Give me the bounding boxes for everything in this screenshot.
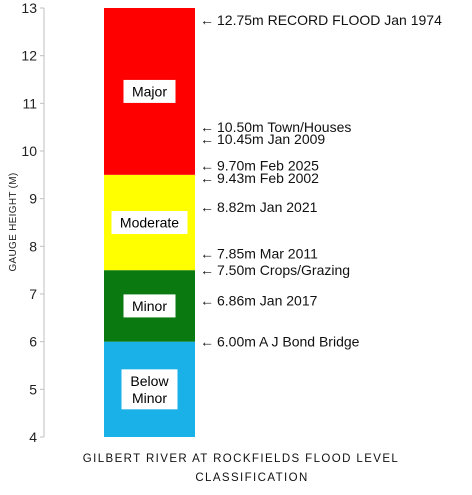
annotation: ← 7.85m Mar 2011 [200, 245, 318, 261]
annotation-label: 8.82m Jan 2021 [217, 199, 318, 215]
y-tick-label: 5 [29, 381, 37, 397]
annotation: ← 9.43m Feb 2002 [200, 170, 319, 186]
left-arrow-icon: ← [200, 170, 214, 186]
annotations: ← 12.75m RECORD FLOOD Jan 1974← 10.50m Tow… [200, 12, 442, 350]
annotation: ← 6.86m Jan 2017 [200, 293, 318, 309]
annotation-label: 6.86m Jan 2017 [217, 293, 318, 309]
annotation-label: 12.75m RECORD FLOOD Jan 1974 [217, 12, 442, 28]
x-axis-label-line-1: GILBERT RIVER AT ROCKFIELDS FLOOD LEVEL [83, 453, 399, 465]
y-axis-label: GAUGE HEIGHT (M) [8, 172, 19, 271]
left-arrow-icon: ← [200, 119, 214, 135]
annotation-label: 7.85m Mar 2011 [217, 245, 318, 261]
band-label-minor: Minor [132, 298, 167, 314]
annotation: ← 10.50m Town/Houses [200, 119, 351, 135]
annotation-label: 7.50m Crops/Grazing [217, 262, 350, 278]
y-tick-label: 9 [29, 191, 37, 207]
band-label-major: Major [132, 83, 167, 99]
y-tick-label: 6 [29, 334, 37, 350]
y-tick-label: 4 [29, 429, 37, 445]
left-arrow-icon: ← [200, 157, 214, 173]
annotation-label: 9.70m Feb 2025 [217, 157, 319, 173]
y-tick-label: 11 [22, 95, 37, 111]
band-label-below-minor: Below [130, 373, 169, 389]
x-axis-label-line-2: CLASSIFICATION [195, 472, 308, 484]
band-label-below-minor: Minor [132, 390, 167, 406]
y-axis: 4 5 6 7 8 9 10 11 12 13 [21, 0, 45, 445]
y-tick-label: 8 [29, 238, 37, 254]
annotation: ← 7.50m Crops/Grazing [200, 262, 350, 278]
annotation: ← 10.45m Jan 2009 [200, 131, 325, 147]
annotation: ← 6.00m A J Bond Bridge [200, 334, 360, 350]
band-label-moderate: Moderate [120, 215, 179, 231]
annotation-label: 6.00m A J Bond Bridge [217, 334, 360, 350]
left-arrow-icon: ← [200, 293, 214, 309]
y-tick-label: 13 [21, 0, 37, 16]
annotation: ← 9.70m Feb 2025 [200, 157, 319, 173]
y-tick-label: 12 [21, 48, 37, 64]
band-label-box-below-minor [121, 369, 178, 410]
left-arrow-icon: ← [200, 199, 214, 215]
annotation-label: 10.45m Jan 2009 [217, 131, 325, 147]
band-label-box-major [123, 79, 176, 103]
left-arrow-icon: ← [200, 131, 214, 147]
left-arrow-icon: ← [200, 262, 214, 278]
left-arrow-icon: ← [200, 12, 214, 28]
left-arrow-icon: ← [200, 245, 214, 261]
band-label-box-minor [123, 294, 176, 318]
annotation: ← 8.82m Jan 2021 [200, 199, 318, 215]
annotation-label: 10.50m Town/Houses [217, 119, 351, 135]
annotation: ← 12.75m RECORD FLOOD Jan 1974 [200, 12, 442, 28]
band-label-box-moderate [111, 211, 188, 234]
annotation-label: 9.43m Feb 2002 [217, 170, 319, 186]
left-arrow-icon: ← [200, 334, 214, 350]
y-tick-label: 10 [21, 143, 37, 159]
y-tick-label: 7 [29, 286, 37, 302]
